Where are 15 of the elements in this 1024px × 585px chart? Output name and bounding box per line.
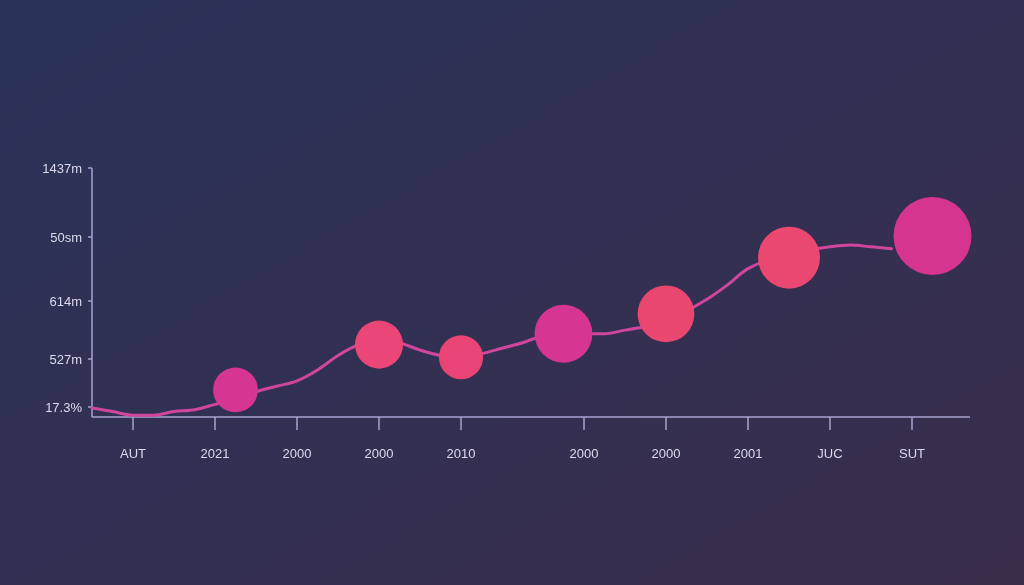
x-tick-label: 2000 [364, 446, 394, 461]
text: 614m [49, 293, 82, 309]
x-tick-label: 2021 [200, 446, 230, 461]
x-tick-label: JUC [817, 446, 843, 461]
text: 527m [49, 351, 82, 367]
x-tick-label: 2000 [569, 446, 599, 461]
text: 1437m [42, 160, 82, 176]
x-tick-label: 2000 [282, 446, 312, 461]
x-tick-label: AUT [120, 446, 147, 461]
x-tick-label: SUT [899, 446, 926, 461]
x-tick-label: 2010 [446, 446, 476, 461]
text: 17.3% [45, 399, 83, 415]
x-tick-label: 2000 [651, 446, 681, 461]
x-tick-label: 2001 [733, 446, 763, 461]
text: 50sm [50, 229, 82, 245]
